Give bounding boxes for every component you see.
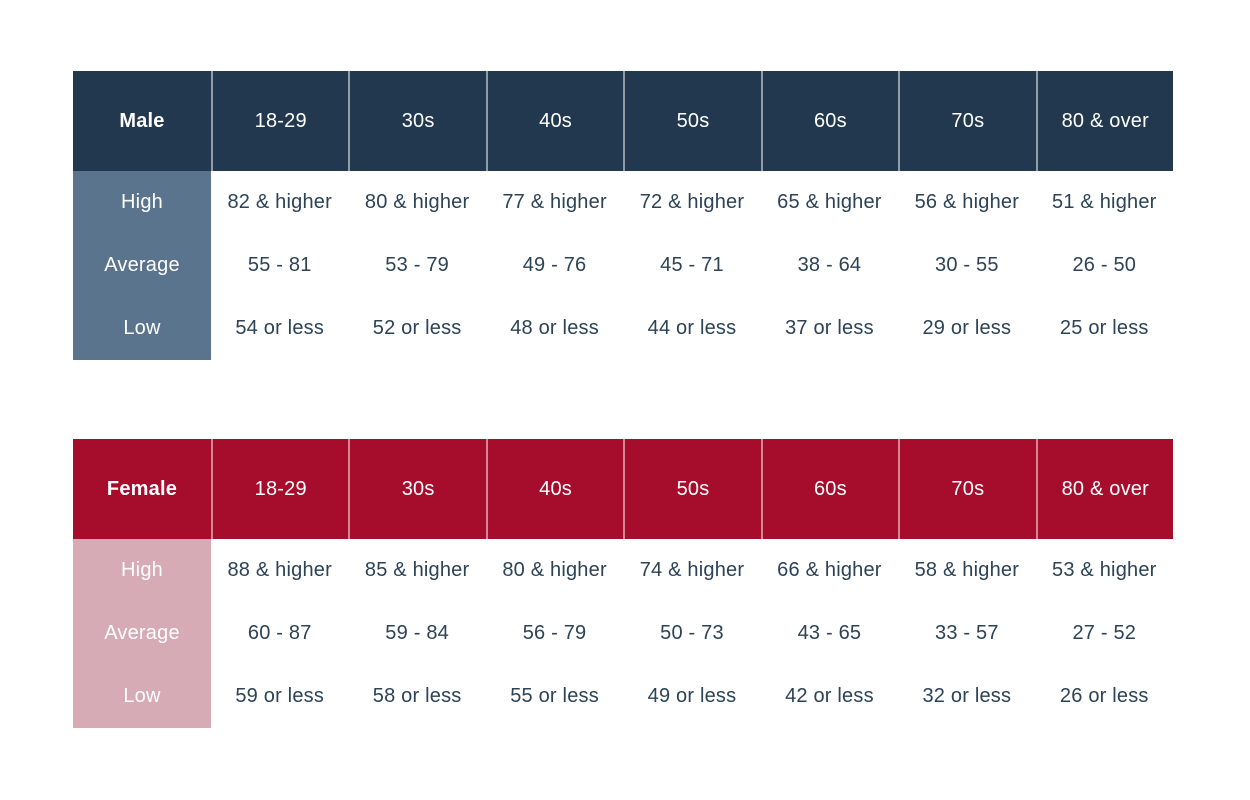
column-header-18-29: 18-29 xyxy=(211,71,349,171)
score-cell: 26 - 50 xyxy=(1035,234,1173,297)
score-cell: 77 & higher xyxy=(485,171,624,234)
score-cell: 59 - 84 xyxy=(348,602,486,665)
score-cell: 65 & higher xyxy=(760,171,899,234)
score-cell: 26 or less xyxy=(1035,665,1173,728)
score-cell: 43 - 65 xyxy=(760,602,899,665)
female-score-table: Female 18-29 30s 40s 50s 60s 70s 80 & over High 8… xyxy=(73,439,1173,728)
score-cell: 74 & higher xyxy=(623,539,761,602)
score-cell: 42 or less xyxy=(760,665,899,728)
score-cell: 80 & higher xyxy=(485,539,624,602)
score-cell: 49 - 76 xyxy=(485,234,624,297)
column-header-18-29: 18-29 xyxy=(211,439,349,539)
column-header-30s: 30s xyxy=(348,439,486,539)
score-cell: 55 - 81 xyxy=(211,234,349,297)
row-label-low: Low xyxy=(73,297,211,360)
score-cell: 60 - 87 xyxy=(211,602,349,665)
column-header-30s: 30s xyxy=(348,71,486,171)
score-cell: 88 & higher xyxy=(211,539,349,602)
male-table-title: Male xyxy=(73,71,211,171)
score-cell: 59 or less xyxy=(211,665,349,728)
column-header-80-over: 80 & over xyxy=(1035,439,1173,539)
male-score-table: Male 18-29 30s 40s 50s 60s 70s 80 & over High 82 … xyxy=(73,71,1173,360)
row-label-high: High xyxy=(73,171,211,234)
column-header-60s: 60s xyxy=(760,439,899,539)
score-cell: 58 & higher xyxy=(898,539,1036,602)
row-label-high: High xyxy=(73,539,211,602)
score-cell: 45 - 71 xyxy=(623,234,761,297)
score-cell: 66 & higher xyxy=(760,539,899,602)
column-header-40s: 40s xyxy=(485,439,624,539)
score-cell: 33 - 57 xyxy=(898,602,1036,665)
score-cell: 72 & higher xyxy=(623,171,761,234)
score-cell: 54 or less xyxy=(211,297,349,360)
score-cell: 38 - 64 xyxy=(760,234,899,297)
score-cell: 30 - 55 xyxy=(898,234,1036,297)
score-cell: 50 - 73 xyxy=(623,602,761,665)
score-cell: 37 or less xyxy=(760,297,899,360)
score-cell: 48 or less xyxy=(485,297,624,360)
score-cell: 53 - 79 xyxy=(348,234,486,297)
score-cell: 44 or less xyxy=(623,297,761,360)
score-cell: 82 & higher xyxy=(211,171,349,234)
column-header-50s: 50s xyxy=(623,439,761,539)
score-cell: 25 or less xyxy=(1035,297,1173,360)
column-header-80-over: 80 & over xyxy=(1035,71,1173,171)
row-label-average: Average xyxy=(73,234,211,297)
score-cell: 29 or less xyxy=(898,297,1036,360)
score-cell: 32 or less xyxy=(898,665,1036,728)
score-cell: 80 & higher xyxy=(348,171,486,234)
score-cell: 55 or less xyxy=(485,665,624,728)
score-cell: 49 or less xyxy=(623,665,761,728)
score-cell: 56 - 79 xyxy=(485,602,624,665)
score-cell: 58 or less xyxy=(348,665,486,728)
female-table-grid: Female 18-29 30s 40s 50s 60s 70s 80 & over High 8… xyxy=(73,439,1173,728)
score-cell: 52 or less xyxy=(348,297,486,360)
column-header-70s: 70s xyxy=(898,439,1036,539)
score-cell: 56 & higher xyxy=(898,171,1036,234)
column-header-40s: 40s xyxy=(485,71,624,171)
row-label-average: Average xyxy=(73,602,211,665)
row-label-low: Low xyxy=(73,665,211,728)
score-cell: 27 - 52 xyxy=(1035,602,1173,665)
column-header-60s: 60s xyxy=(760,71,899,171)
column-header-70s: 70s xyxy=(898,71,1036,171)
column-header-50s: 50s xyxy=(623,71,761,171)
female-table-title: Female xyxy=(73,439,211,539)
male-table-grid: Male 18-29 30s 40s 50s 60s 70s 80 & over High 82 … xyxy=(73,71,1173,360)
score-cell: 85 & higher xyxy=(348,539,486,602)
score-cell: 51 & higher xyxy=(1035,171,1173,234)
score-cell: 53 & higher xyxy=(1035,539,1173,602)
